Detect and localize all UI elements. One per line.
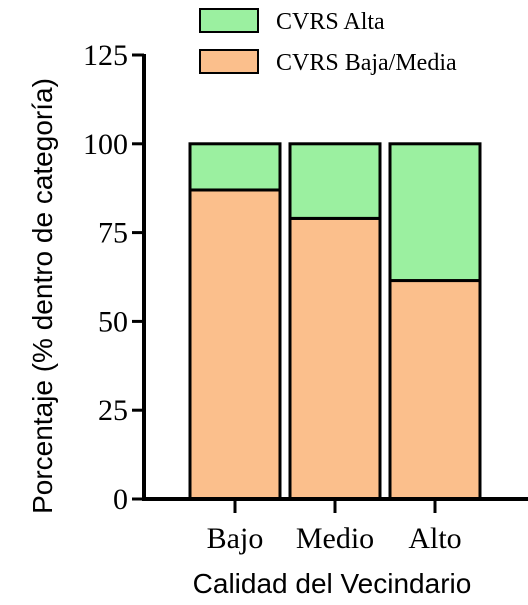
- bar-bajo-series-0: [188, 188, 282, 501]
- bar-medio-series-0: [288, 216, 382, 501]
- legend-label: CVRS Baja/Media: [276, 50, 457, 76]
- bar-alto-series-0: [388, 279, 482, 501]
- bar-medio-series-1: [288, 142, 382, 220]
- x-axis-title: Calidad del Vecindario: [193, 568, 472, 599]
- x-tick-label: Alto: [408, 522, 461, 555]
- bars: Bajo Medio Alto: [188, 142, 482, 555]
- x-tick-label: Medio: [296, 522, 374, 555]
- legend-label: CVRS Alta: [276, 9, 385, 35]
- legend-swatch: [199, 49, 259, 74]
- y-tick-label: 125: [83, 39, 128, 72]
- y-tick-label: 0: [113, 483, 128, 516]
- bar-alto-series-1: [388, 142, 482, 283]
- y-tick-label: 75: [98, 217, 128, 250]
- y-axis-title: Porcentaje (% dentro de categoría): [27, 78, 58, 514]
- bar-bajo-series-1: [188, 142, 282, 192]
- legend: CVRS Alta CVRS Baja/Media: [199, 8, 457, 76]
- y-tick-label: 100: [83, 128, 128, 161]
- axes: 0 25 50 75 100 125: [83, 39, 528, 516]
- y-tick-label: 50: [98, 305, 128, 338]
- x-tick-label: Bajo: [207, 522, 264, 555]
- legend-swatch: [199, 8, 259, 33]
- y-tick-label: 25: [98, 394, 128, 427]
